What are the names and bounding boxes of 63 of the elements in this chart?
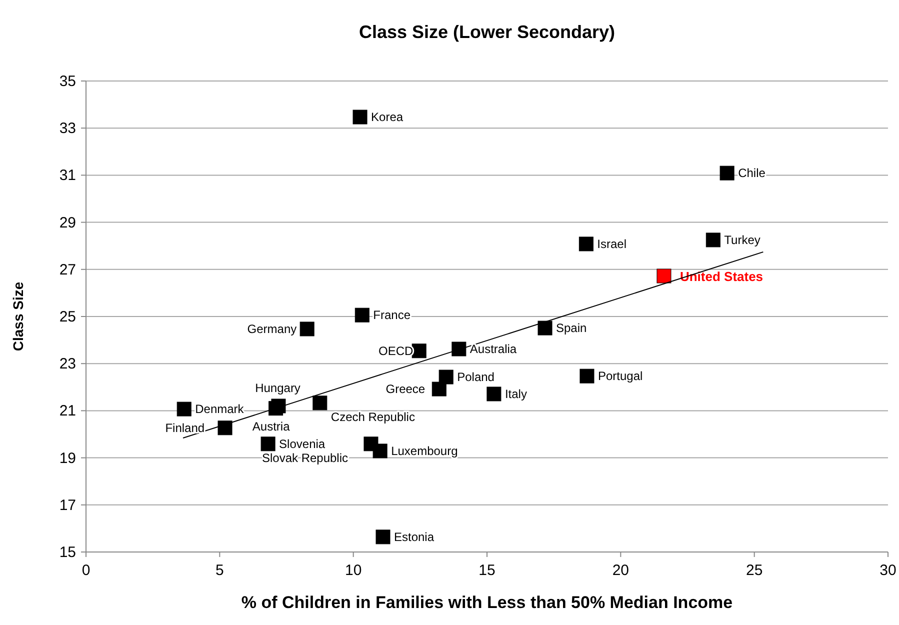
annotation: Luxembourg bbox=[391, 444, 458, 458]
annotation: Israel bbox=[597, 236, 627, 251]
point bbox=[352, 110, 368, 124]
point bbox=[176, 402, 192, 416]
y-axis-title: Class Size bbox=[10, 282, 26, 352]
annotation: Slovak Republic bbox=[262, 450, 348, 465]
y-tick-label: 19 bbox=[59, 450, 76, 467]
y-tick-label: 35 bbox=[59, 73, 76, 90]
point bbox=[452, 342, 466, 356]
annotation: Hungary bbox=[255, 380, 300, 395]
x-tick-label: 20 bbox=[612, 562, 630, 579]
annotation: Italy bbox=[504, 386, 527, 401]
annotation: France bbox=[373, 308, 411, 322]
annotation: Australia bbox=[470, 342, 517, 356]
x-axis-title: % of Children in Families with Less than 50% Median Income bbox=[241, 593, 733, 612]
chart-title: Class Size (Lower Secondary) bbox=[358, 22, 616, 42]
point bbox=[432, 382, 446, 396]
annotation: Estonia bbox=[394, 530, 434, 544]
annotation: Germany bbox=[247, 322, 297, 336]
annotation: Turkey bbox=[724, 232, 760, 247]
y-tick-label: 25 bbox=[59, 308, 76, 326]
x-tick-label: 5 bbox=[215, 562, 224, 579]
series-label: United States bbox=[680, 268, 764, 284]
y-tick-label: 27 bbox=[59, 261, 76, 278]
y-tick-label: 29 bbox=[59, 214, 76, 232]
point bbox=[720, 166, 734, 180]
y-tick-label: 23 bbox=[59, 356, 76, 373]
y-tick-label: 15 bbox=[59, 544, 76, 561]
y-tick-label: 17 bbox=[59, 496, 76, 514]
point bbox=[486, 386, 502, 402]
point bbox=[706, 232, 720, 248]
annotation: Austria bbox=[252, 419, 290, 434]
point bbox=[656, 268, 672, 284]
point bbox=[412, 344, 426, 358]
annotation: Slovenia bbox=[279, 436, 326, 451]
point bbox=[260, 436, 276, 452]
annotation: Czech Republic bbox=[330, 410, 415, 424]
point bbox=[538, 320, 552, 336]
point bbox=[578, 236, 594, 252]
y-tick-label: 33 bbox=[59, 120, 76, 138]
point bbox=[312, 396, 328, 410]
point bbox=[300, 322, 314, 336]
point bbox=[376, 530, 390, 544]
annotation: Spain bbox=[556, 321, 587, 336]
x-tick-label: 30 bbox=[880, 562, 896, 579]
x-tick-label: 25 bbox=[746, 562, 763, 579]
annotation: Korea bbox=[371, 110, 404, 124]
annotation: Chile bbox=[738, 166, 766, 180]
annotation: Greece bbox=[386, 382, 426, 396]
point bbox=[354, 308, 370, 322]
y-tick-label: 21 bbox=[59, 402, 76, 420]
annotation: Denmark bbox=[195, 402, 245, 416]
annotation: Finland bbox=[165, 420, 205, 435]
y-tick-label: 31 bbox=[59, 167, 76, 184]
point bbox=[580, 368, 594, 384]
x-tick-label: 10 bbox=[344, 562, 362, 579]
point bbox=[438, 370, 454, 384]
annotation: Portugal bbox=[598, 369, 643, 384]
x-tick-label: 0 bbox=[82, 562, 90, 579]
point bbox=[372, 444, 388, 458]
annotation: Poland bbox=[457, 370, 494, 384]
x-tick-label: 15 bbox=[478, 562, 496, 579]
point bbox=[218, 420, 232, 436]
